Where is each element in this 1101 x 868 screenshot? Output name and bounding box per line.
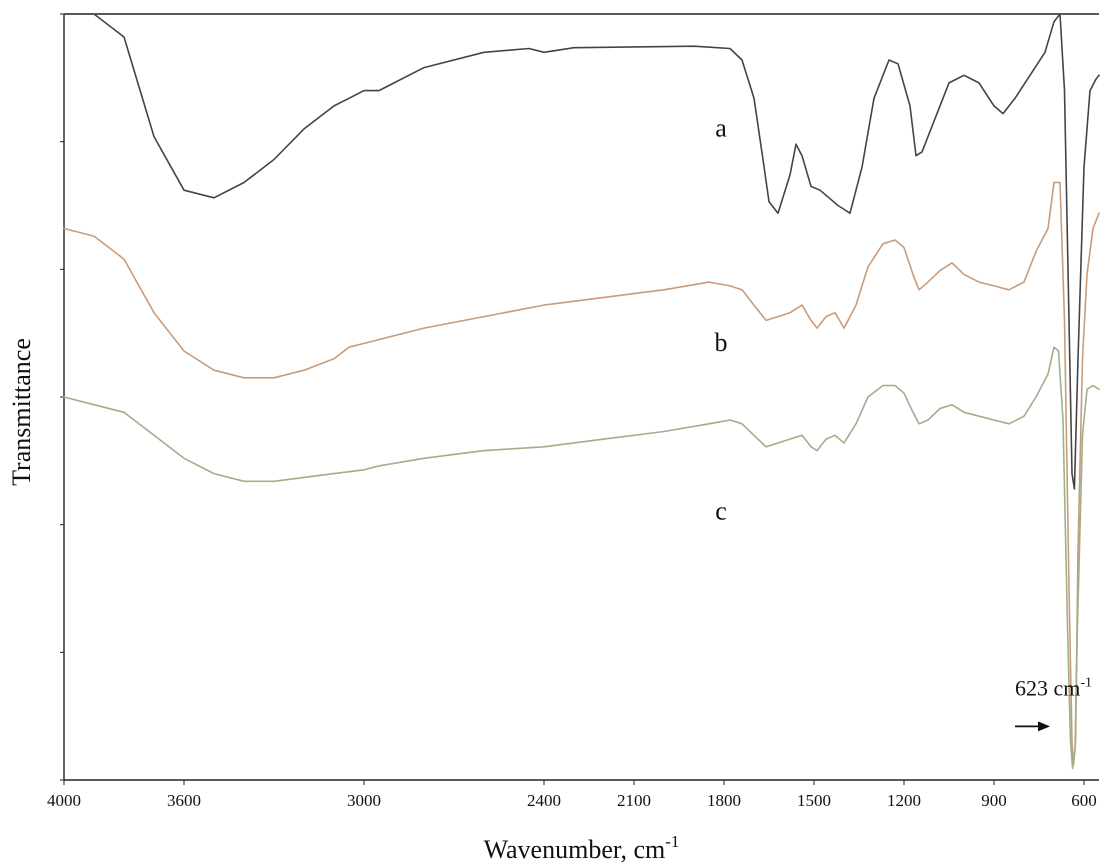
x-axis-title-text: Wavenumber, cm [484, 835, 666, 864]
series-group [63, 13, 1100, 770]
x-tick-label: 1500 [797, 791, 831, 810]
annotation-label-text: 623 cm [1015, 676, 1080, 701]
x-axis-ticks: 4000 3600 3000 2400 2100 1800 1500 1200 900 600 [47, 780, 1097, 810]
x-axis-title: Wavenumber, cm-1 [484, 832, 680, 864]
series-label-a: a [715, 114, 727, 143]
x-tick-label: 3600 [167, 791, 201, 810]
series-label-c: c [715, 497, 727, 526]
peak-annotation: 623 cm-1 [1015, 676, 1092, 732]
x-tick-label: 3000 [347, 791, 381, 810]
x-tick-label: 1200 [887, 791, 921, 810]
series-line-a [63, 13, 1100, 490]
x-tick-label: 1800 [707, 791, 741, 810]
annotation-label-superscript: -1 [1080, 676, 1092, 691]
series-label-b: b [715, 328, 728, 357]
x-tick-label: 600 [1071, 791, 1097, 810]
x-tick-label: 900 [981, 791, 1007, 810]
annotation-label: 623 cm-1 [1015, 676, 1092, 701]
x-tick-label: 2100 [617, 791, 651, 810]
x-axis-title-superscript: -1 [665, 832, 679, 851]
series-labels: a b c [715, 114, 728, 526]
series-line-b [63, 181, 1100, 766]
axes [63, 13, 1099, 781]
x-tick-label: 4000 [47, 791, 81, 810]
series-line-c [63, 346, 1100, 770]
y-axis-ticks [60, 13, 64, 781]
y-axis-title: Transmittance [7, 338, 36, 486]
x-tick-label: 2400 [527, 791, 561, 810]
